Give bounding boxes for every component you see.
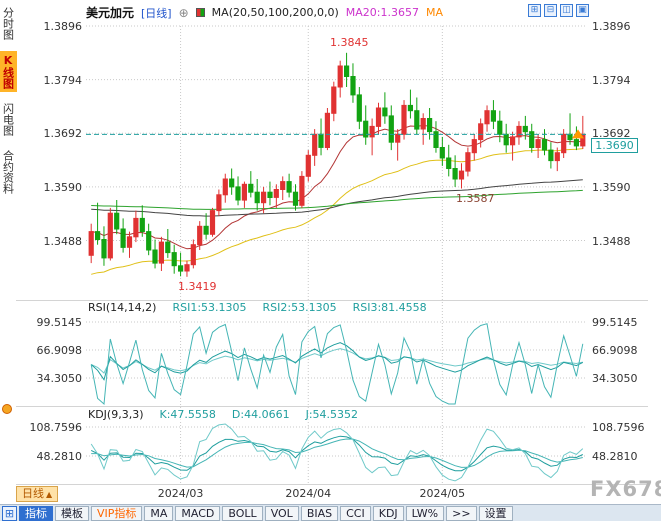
ma-lines [91,124,583,275]
rsi-title[interactable]: RSI(14,14,2) [88,301,157,314]
toolbar-btn-indicator[interactable]: 指标 [19,505,53,521]
toolbar-btn-more[interactable]: >> [446,505,477,521]
kdj-panel-icon[interactable] [2,404,12,414]
kdj-axis-label-right: 108.7596 [592,421,645,434]
toolbar-btn-macd[interactable]: MACD [175,505,221,521]
toolbar-btn-ma[interactable]: MA [144,505,174,521]
kdj-line-j [90,423,584,482]
toolbar-btn-cci[interactable]: CCI [340,505,371,521]
kdj-title[interactable]: KDJ(9,3,3) [88,408,144,421]
window-layout-icon-3[interactable]: ◫ [560,4,573,17]
x-axis-month-label: 2024/03 [157,487,204,500]
sidebar-tab-time-share-chart[interactable]: 分时图 [0,4,17,43]
price-axis-label-right: 1.3590 [592,180,631,194]
rsi-line-3 [90,348,583,374]
kdj-axis-label-left: 108.7596 [29,421,83,434]
arrow-up-icon: ▲ [46,490,53,499]
fx678-watermark: FX678 [590,477,661,501]
rsi-lines [90,323,584,406]
price-axis-label-right: 1.3896 [592,20,631,33]
ma-settings-icon[interactable] [195,8,205,17]
kdj-axis-label-left: 48.2810 [36,449,83,463]
add-indicator-icon[interactable]: ⊕ [178,5,189,20]
kdj-line-k [90,435,584,472]
price-axis-label-right: 1.3794 [592,73,631,87]
ma-line-MA100 [91,179,583,217]
price-axis-label-right: 1.3488 [592,234,631,248]
last-price-line [86,129,586,139]
ma-line-MA20 [91,124,583,250]
rsi-axis-label-left: 34.3050 [36,372,83,385]
rsi2-value: RSI2:53.1305 [262,301,337,314]
ma-line-MA200 [91,189,583,210]
ma-line-MA50 [91,148,583,275]
chart-header: 美元加元 [日线] ⊕ MA(20,50,100,200,0,0) MA20:1… [86,4,443,21]
toolbar-btn-vol[interactable]: VOL [264,505,299,521]
price-axis-label-left: 1.3590 [43,180,83,194]
period-selector-tab[interactable]: 日线 ▲ [16,486,59,502]
price-axis-label-left: 1.3692 [43,127,83,141]
rsi1-value: RSI1:53.1305 [172,301,247,314]
toolbar-btn-vip-indicator[interactable]: VIP指标 [91,505,143,521]
trough-price-annotation: 1.3419 [178,280,217,293]
kdj-k-value: K:47.5558 [159,408,216,421]
rsi-line-1 [90,342,584,381]
price-marker-triangle-icon [572,129,584,139]
rsi-line-2 [90,323,584,406]
toolbar-btn-boll[interactable]: BOLL [222,505,263,521]
ma-more-value: MA [425,6,443,19]
rsi-axis-label-right: 34.3050 [592,372,638,385]
price-axis-label-left: 1.3896 [43,20,83,33]
left-sidebar: 分时图 K线图闪电图合约资料 [0,4,17,197]
last-price-tag: 1.3690 [591,138,638,153]
ma20-value: MA20:1.3657 [345,6,419,19]
x-axis-month-label: 2024/05 [419,487,466,500]
window-layout-icon-4[interactable]: ▣ [576,4,589,17]
ma-value-annotation: 1.3587 [456,192,495,205]
period-label[interactable]: [日线] [141,6,172,20]
ma-params-label: MA(20,50,100,200,0,0) [211,6,339,19]
toolbar-btn-kdj[interactable]: KDJ [372,505,404,521]
price-axis-label-left: 1.3794 [43,73,83,87]
toolbar-grid-icon[interactable]: ⊞ [2,505,17,521]
sidebar-tab-contract-info[interactable]: 合约资料 [0,147,17,197]
kdj-lines [90,423,584,482]
rsi-axis-label-left: 99.5145 [36,316,83,329]
price-axis-label-left: 1.3488 [43,234,83,248]
kdj-line-d [91,438,583,468]
kdj-d-value: D:44.0661 [231,408,290,421]
window-layout-icon-2[interactable]: ⊟ [544,4,557,17]
rsi-axis-label-left: 66.9098 [36,344,83,357]
x-axis-month-label: 2024/04 [285,487,332,500]
sidebar-tab-lightning-chart[interactable]: 闪电图 [0,100,17,139]
rsi-axis-label-right: 66.9098 [592,344,638,357]
sidebar-tab-kline-chart[interactable]: K线图 [0,51,17,92]
peak-price-annotation: 1.3845 [330,36,369,49]
period-tab-label: 日线 [22,487,44,500]
rsi-axis-label-right: 99.5145 [592,316,638,329]
toolbar-btn-bias[interactable]: BIAS [300,505,339,521]
rsi3-value: RSI3:81.4558 [352,301,427,314]
bottom-toolbar: ⊞ 指标 模板 VIP指标 MA MACD BOLL VOL BIAS CCI KDJ LW% >> 设置 [0,504,661,521]
window-layout-icons: ⊞ ⊟ ◫ ▣ [528,4,589,17]
kdj-j-value: J:54.5352 [305,408,359,421]
kdj-axis-label-right: 48.2810 [592,449,638,463]
kdj-header: KDJ(9,3,3) K:47.5558 D:44.0661 J:54.5352 [88,408,359,421]
toolbar-btn-lw[interactable]: LW% [405,505,445,521]
symbol-name: 美元加元 [86,6,135,20]
toolbar-btn-settings[interactable]: 设置 [478,505,513,521]
rsi-header: RSI(14,14,2) RSI1:53.1305 RSI2:53.1305 R… [88,301,427,314]
toolbar-btn-template[interactable]: 模板 [55,505,89,521]
window-layout-icon-1[interactable]: ⊞ [528,4,541,17]
candles [88,52,586,277]
price-axis-label-right: 1.3692 [592,127,631,141]
